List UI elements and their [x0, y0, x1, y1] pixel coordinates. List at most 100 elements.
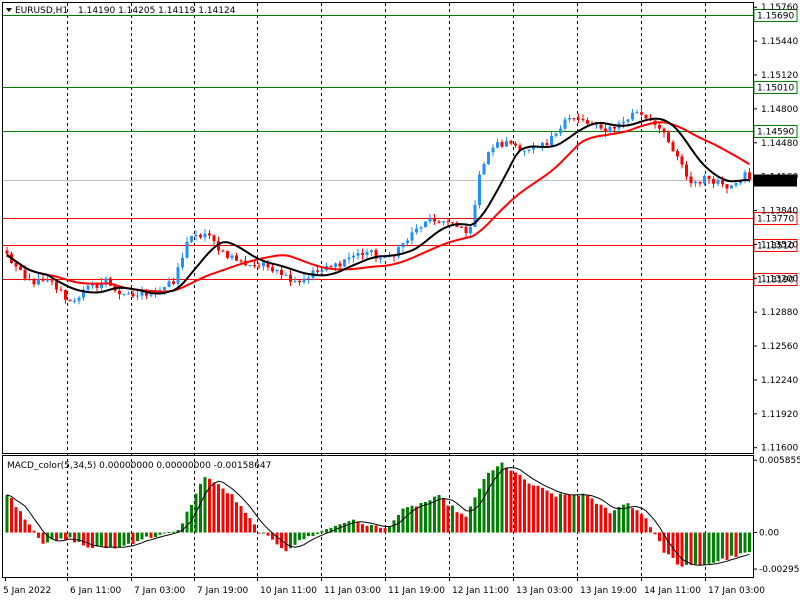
candle-body	[658, 124, 661, 129]
level-label: 1.13510	[757, 242, 794, 252]
macd-bar	[712, 532, 715, 563]
macd-bar	[356, 521, 360, 533]
macd-panel[interactable]	[2, 455, 754, 578]
macd-bar	[626, 503, 630, 533]
macd-bar	[361, 524, 364, 533]
candle-body	[46, 280, 49, 282]
level-label-box	[753, 239, 798, 252]
macd-bar	[730, 532, 733, 556]
macd-bar	[451, 505, 454, 533]
macd-bar	[122, 532, 126, 546]
candle-body	[136, 295, 139, 297]
candle-body	[91, 283, 94, 286]
candle-body	[644, 114, 648, 119]
macd-bar	[271, 532, 274, 540]
candle-body	[41, 278, 45, 281]
macd-bar	[680, 532, 684, 567]
macd-bar	[442, 498, 445, 533]
y-tick-label: 1.15120	[761, 71, 798, 81]
macd-bar	[559, 493, 562, 533]
candle-body	[370, 250, 373, 252]
candle-body	[559, 128, 562, 134]
macd-bar	[19, 511, 22, 533]
current-price-box	[754, 174, 797, 187]
macd-bar	[491, 470, 495, 533]
macd-bar	[298, 532, 301, 541]
candle-body	[491, 147, 495, 153]
macd-bar	[113, 532, 117, 549]
candle-body	[149, 294, 153, 296]
level-label-box	[753, 273, 798, 286]
macd-bar	[694, 532, 697, 565]
price-panel[interactable]	[2, 2, 754, 454]
x-tick-label: 7 Jan 03:00	[134, 586, 186, 596]
candle-body	[613, 126, 616, 129]
macd-bar	[662, 532, 666, 553]
macd-bar	[199, 483, 202, 533]
candle-body	[194, 234, 198, 237]
macd-bar	[64, 532, 67, 540]
y-tick-label: 1.12240	[761, 376, 798, 386]
y-tick-label: 1.11600	[761, 444, 798, 454]
candle-body	[433, 218, 436, 222]
candle-body	[518, 145, 522, 152]
y-tick-label: 1.15760	[761, 3, 798, 13]
macd-bar	[379, 527, 382, 533]
macd-bar	[149, 532, 153, 538]
macd-bar	[86, 532, 90, 548]
candles	[5, 107, 751, 305]
macd-bar	[311, 532, 315, 537]
dropdown-triangle-icon[interactable]	[6, 8, 12, 12]
macd-bar	[5, 494, 9, 533]
macd-bar	[32, 530, 36, 533]
macd-bar	[347, 521, 351, 533]
macd-bar	[28, 524, 31, 533]
candle-body	[721, 180, 724, 185]
current-price-label: 1.14124	[757, 177, 794, 187]
candle-body	[631, 112, 634, 120]
candle-body	[622, 121, 625, 124]
candle-body	[14, 263, 18, 267]
x-tick-label: 10 Jan 11:00	[260, 586, 317, 596]
macd-bar	[307, 532, 310, 537]
level-label: 1.15690	[757, 12, 794, 22]
y-tick-label: 1.12880	[761, 308, 798, 318]
candle-body	[266, 262, 270, 268]
x-tick-label: 5 Jan 2022	[3, 586, 51, 596]
candle-body	[523, 150, 526, 152]
candle-body	[37, 278, 40, 285]
macd-bar	[136, 532, 139, 542]
macd-bar	[478, 488, 481, 533]
candle-body	[77, 297, 81, 301]
candle-body	[347, 257, 351, 260]
candle-body	[167, 281, 171, 288]
y-tick-label: 1.13840	[761, 207, 798, 217]
macd-bar	[172, 531, 175, 533]
candle-body	[379, 258, 382, 260]
macd-bar	[59, 532, 63, 539]
level-label: 1.14590	[757, 128, 794, 138]
macd-bar	[415, 506, 418, 533]
candle-body	[554, 133, 558, 136]
macd-bar	[505, 467, 508, 533]
macd-bar	[55, 532, 58, 541]
candle-body	[356, 253, 360, 256]
time-axis[interactable]: 5 Jan 2022 6 Jan 11:00 7 Jan 03:00 7 Jan 19…	[3, 577, 765, 596]
macd-bar	[572, 494, 576, 533]
macd-signal-line	[6, 466, 750, 566]
macd-bar	[275, 532, 279, 545]
macd-bar	[284, 532, 288, 552]
candle-body	[545, 143, 549, 146]
macd-bar	[649, 527, 652, 533]
candle-body	[100, 282, 103, 288]
candle-body	[230, 255, 234, 258]
candle-body	[437, 221, 441, 223]
macd-bar	[469, 506, 472, 533]
macd-bar	[293, 532, 297, 545]
macd-bar	[316, 532, 319, 534]
price-axis[interactable]: 1.15760 1.15440 1.15120 1.14800 1.14480 1.141…	[753, 3, 800, 575]
candle-body	[577, 118, 580, 120]
candle-body	[730, 185, 733, 189]
candle-body	[734, 183, 738, 186]
